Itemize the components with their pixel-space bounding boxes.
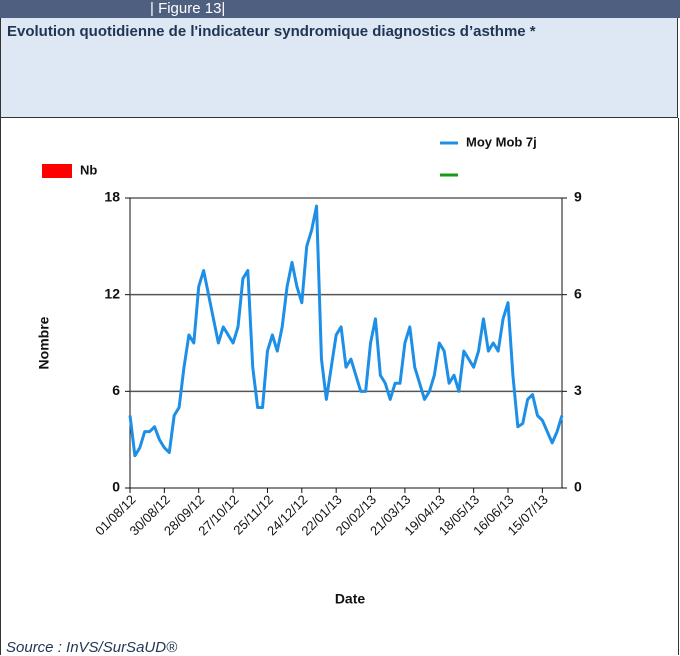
legend-label: Moy Mob 7j <box>466 134 537 149</box>
figure-label: | Figure 13| <box>150 0 226 17</box>
legend-swatch <box>42 164 72 178</box>
title-box: Evolution quotidienne de l'indicateur sy… <box>0 18 678 118</box>
x-axis-label: Date <box>335 591 366 607</box>
legend-label: Nb <box>80 162 97 177</box>
series-line <box>128 204 564 458</box>
figure-title: Evolution quotidienne de l'indicateur sy… <box>7 23 536 40</box>
y-tick-label: 18 <box>104 189 120 205</box>
y2-tick-label: 0 <box>574 479 582 495</box>
figure-body <box>0 118 679 655</box>
y2-tick-label: 3 <box>574 382 582 398</box>
y-tick-label: 0 <box>112 479 120 495</box>
y-tick-label: 12 <box>104 285 120 301</box>
plot-area <box>129 197 563 489</box>
y-tick-label: 6 <box>112 382 120 398</box>
y-axis-label: Nombre <box>36 316 52 369</box>
chart: Nombre Date 061218036901/08/1230/08/1228… <box>36 134 582 607</box>
y2-tick-label: 9 <box>574 189 582 205</box>
y2-tick-label: 6 <box>574 285 582 301</box>
source: Source : InVS/SurSaUD® <box>6 639 178 656</box>
figure-bar: | Figure 13| <box>0 0 680 18</box>
